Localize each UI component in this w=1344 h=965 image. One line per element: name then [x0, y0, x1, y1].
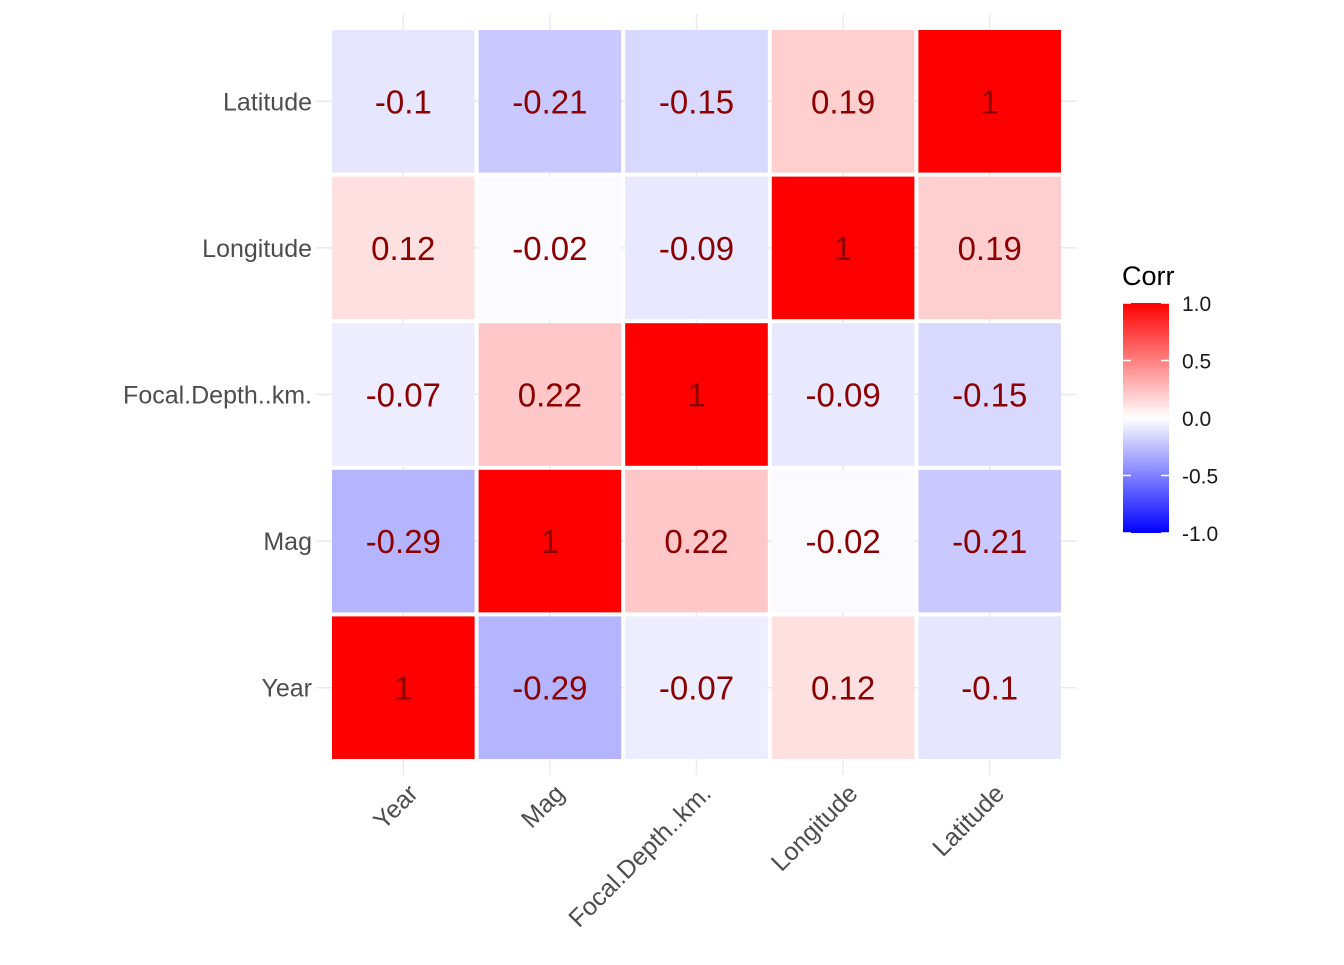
- legend-tick-label: -1.0: [1182, 523, 1218, 546]
- cell-value-label: 1: [834, 230, 852, 267]
- legend-tick-label: 1.0: [1182, 293, 1211, 316]
- heatmap-cell-Latitude-Longitude: [918, 176, 1061, 320]
- cell-value-label: 1: [687, 377, 705, 414]
- heatmap-cell-Mag-Focal.Depth..km.: [478, 323, 622, 466]
- cell-value-label: -0.07: [659, 670, 734, 707]
- heatmap-cell-Mag-Mag: [478, 469, 622, 613]
- heatmap-cell-Latitude-Mag: [918, 469, 1061, 613]
- cell-value-label: 0.22: [664, 523, 728, 560]
- x-tick-label: Mag: [516, 779, 570, 833]
- heatmap-cell-Longitude-Mag: [771, 469, 915, 613]
- cell-value-label: -0.07: [366, 377, 441, 414]
- heatmap-cell-Mag-Latitude: [478, 30, 622, 173]
- heatmap-cell-Focal.Depth..km.-Latitude: [625, 30, 768, 173]
- y-axis-tick-labels: Year Mag Focal.Depth..km. Longitude Latitude: [123, 88, 312, 702]
- x-tick-label: Longitude: [766, 779, 863, 876]
- cell-value-label: -0.02: [805, 523, 880, 560]
- heatmap-cell-Year-Longitude: [332, 176, 475, 320]
- x-tick-label: Year: [368, 779, 424, 835]
- heatmap-cell-Longitude-Year: [771, 616, 915, 759]
- cell-value-label: 0.19: [958, 230, 1022, 267]
- cell-value-label: -0.1: [961, 670, 1018, 707]
- cell-value-label: -0.29: [366, 523, 441, 560]
- heatmap-cell-Year-Year: [332, 616, 475, 759]
- cell-value-label: -0.15: [659, 83, 734, 120]
- heatmap-cell-Focal.Depth..km.-Focal.Depth..km.: [625, 323, 768, 466]
- cell-value-label: 1: [541, 523, 559, 560]
- cell-value-label: 0.12: [371, 230, 435, 267]
- x-tick-label: Focal.Depth..km.: [563, 779, 716, 932]
- heatmap-cell-Latitude-Year: [918, 616, 1061, 759]
- y-tick-label: Longitude: [202, 235, 312, 263]
- heatmap-cell-Latitude-Latitude: [918, 30, 1061, 173]
- legend-title: Corr: [1122, 261, 1175, 291]
- legend-tick-label: 0.5: [1182, 351, 1211, 374]
- legend-ticks: 1.0 0.5 0.0 -0.5 -1.0: [1123, 293, 1218, 546]
- legend-tick-label: 0.0: [1182, 408, 1211, 431]
- y-tick-label: Mag: [263, 528, 312, 556]
- cell-value-label: -0.21: [512, 83, 587, 120]
- cell-value-label: 1: [394, 670, 412, 707]
- heatmap-cell-Mag-Longitude: [478, 176, 622, 320]
- cell-labels: 1 -0.29 -0.07 0.12 -0.1 -0.29 1 0.22 -0.02 -0.21 -…: [366, 83, 1028, 706]
- x-tick-label: Latitude: [927, 779, 1010, 862]
- heatmap-cell-Focal.Depth..km.-Year: [625, 616, 768, 759]
- legend: Corr 1.0 0.5 0.0 -0.5 -1.0: [1122, 261, 1218, 546]
- heatmap-cell-Longitude-Longitude: [771, 176, 915, 320]
- heatmap-cell-Mag-Year: [478, 616, 622, 759]
- cell-value-label: -0.1: [375, 83, 432, 120]
- y-tick-label: Year: [261, 675, 312, 703]
- heatmap-cell-Focal.Depth..km.-Mag: [625, 469, 768, 613]
- cell-value-label: 0.22: [518, 377, 582, 414]
- legend-tick-label: -0.5: [1182, 466, 1218, 489]
- cell-value-label: -0.09: [659, 230, 734, 267]
- heatmap-cell-Focal.Depth..km.-Longitude: [625, 176, 768, 320]
- cell-value-label: -0.09: [805, 377, 880, 414]
- cell-value-label: -0.21: [952, 523, 1027, 560]
- cell-value-label: -0.29: [512, 670, 587, 707]
- heatmap-cell-Longitude-Latitude: [771, 30, 915, 173]
- y-tick-label: Focal.Depth..km.: [123, 382, 312, 410]
- cell-value-label: 0.19: [811, 83, 875, 120]
- heatmap-cell-Latitude-Focal.Depth..km.: [918, 323, 1061, 466]
- heatmap-cell-Year-Focal.Depth..km.: [332, 323, 475, 466]
- cell-value-label: 1: [981, 83, 999, 120]
- heatmap-cell-Year-Mag: [332, 469, 475, 613]
- heatmap-cell-Year-Latitude: [332, 30, 475, 173]
- cell-value-label: 0.12: [811, 670, 875, 707]
- cell-value-label: -0.02: [512, 230, 587, 267]
- cell-value-label: -0.15: [952, 377, 1027, 414]
- heatmap-cell-Longitude-Focal.Depth..km.: [771, 323, 915, 466]
- y-tick-label: Latitude: [223, 88, 312, 116]
- heatmap-tiles: [332, 30, 1061, 759]
